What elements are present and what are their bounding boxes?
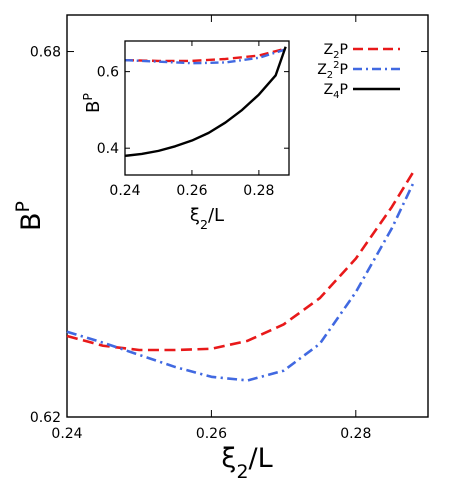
inset-y-axis-label: BP	[80, 93, 105, 113]
inset-x-axis-label: ξ2/L	[190, 205, 224, 232]
inset-x-tick-label: 0.26	[176, 183, 207, 199]
main-y-ticks: 0.62 0.68	[30, 45, 428, 426]
inset-y-ticks: 0.4 0.6	[97, 65, 289, 157]
inset-series-z2p-line	[124, 47, 286, 63]
main-x-ticks: 0.24 0.26 0.28	[51, 15, 371, 442]
main-x-tick-label: 0.24	[51, 426, 82, 442]
inset-plot: 0.24 0.26 0.28 0.4 0.6 ξ2/L BP	[80, 40, 290, 232]
inset-x-tick-label: 0.24	[109, 183, 140, 199]
inset-series-layer	[124, 46, 287, 158]
main-series-z2p-line	[66, 170, 415, 352]
main-plot-frame	[66, 14, 429, 418]
main-y-tick-label: 0.62	[30, 410, 61, 426]
inset-series-z2-p-line	[124, 48, 287, 65]
main-y-tick-label: 0.68	[30, 45, 61, 61]
inset-series-z4p-line	[124, 46, 287, 158]
inset-y-tick-label: 0.4	[97, 141, 119, 157]
inset-y-tick-label: 0.6	[97, 65, 119, 81]
inset-x-ticks: 0.24 0.26 0.28	[109, 41, 274, 199]
main-x-tick-label: 0.28	[340, 426, 371, 442]
main-series-z2-p-line	[66, 181, 415, 382]
main-series-layer	[66, 170, 415, 382]
main-x-axis-label: ξ2/L	[221, 443, 272, 480]
main-y-axis-label: BP	[12, 201, 47, 231]
legend-entry-z2p-label: Z2P	[324, 42, 348, 61]
legend-entry-z2-p-label: Z22P	[317, 60, 348, 81]
inset-plot-frame	[124, 40, 290, 176]
inset-x-tick-label: 0.28	[243, 183, 274, 199]
main-x-tick-label: 0.26	[196, 426, 227, 442]
legend-entry-z4p-label: Z4P	[324, 82, 348, 101]
